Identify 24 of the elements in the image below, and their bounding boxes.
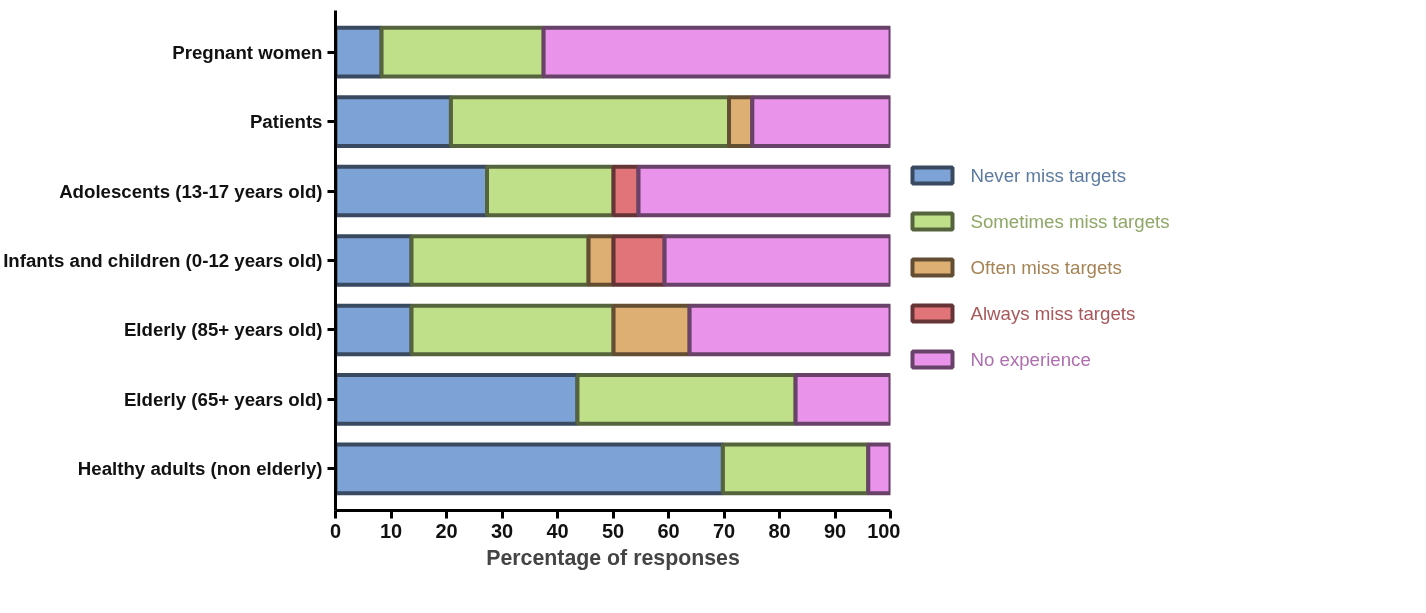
x-tick-label: 50 bbox=[601, 519, 625, 542]
y-tick-label: Infants and children (0-12 years old) bbox=[3, 250, 323, 271]
x-axis-title: Percentage of responses bbox=[486, 545, 740, 570]
x-tick-label: 20 bbox=[435, 519, 458, 542]
y-tick-label: Elderly (85+ years old) bbox=[123, 319, 323, 341]
x-tick-label: 100 bbox=[867, 519, 901, 542]
y-tick-label: Patients bbox=[249, 111, 323, 133]
x-tick-label: 60 bbox=[657, 519, 680, 542]
x-tick-label: 90 bbox=[823, 519, 847, 542]
y-tick-label: Adolescents (13-17 years old) bbox=[59, 180, 323, 202]
x-tick-label: 40 bbox=[546, 519, 569, 542]
x-tick-label: 70 bbox=[712, 519, 736, 542]
x-tick-label: 30 bbox=[490, 519, 514, 542]
y-tick-label: Elderly (65+ years old) bbox=[123, 388, 323, 410]
legend-label: Never miss targets bbox=[970, 165, 1127, 186]
legend-label: Often miss targets bbox=[970, 257, 1122, 278]
legend-label: Sometimes miss targets bbox=[970, 211, 1170, 232]
x-tick-label: 10 bbox=[379, 519, 403, 542]
y-tick-label: Pregnant women bbox=[172, 41, 323, 63]
legend-label: No experience bbox=[970, 349, 1091, 370]
legend-label: Always miss targets bbox=[970, 303, 1136, 324]
x-tick-label: 0 bbox=[329, 519, 342, 542]
x-tick-label: 80 bbox=[768, 519, 791, 542]
y-tick-label: Healthy adults (non elderly) bbox=[77, 458, 323, 480]
